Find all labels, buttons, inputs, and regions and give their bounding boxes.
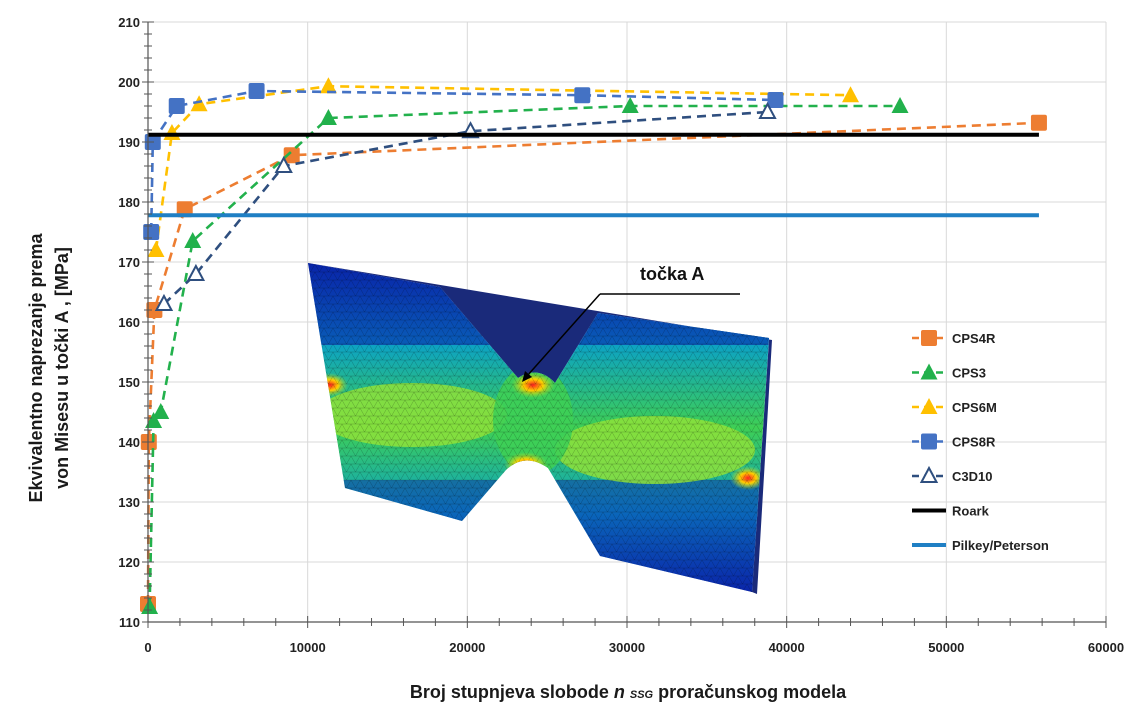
data-point-c3d10: [186, 263, 206, 281]
x-tick-label: 20000: [449, 640, 485, 655]
y-tick-label: 140: [118, 435, 140, 450]
legend-label-roark: Roark: [952, 504, 990, 519]
legend-item-roark: Roark: [912, 504, 990, 519]
data-point-c3d10: [154, 293, 174, 311]
legend-label-cps3: CPS3: [952, 366, 986, 381]
data-point-cps3: [184, 232, 202, 248]
data-point-cps4r: [1030, 114, 1047, 131]
y-tick-label: 130: [118, 495, 140, 510]
legend-item-pilkey-peterson: Pilkey/Peterson: [912, 538, 1049, 553]
x-tick-label: 0: [144, 640, 151, 655]
legend-item-cps4r: CPS4R: [912, 330, 996, 346]
y-tick-label: 160: [118, 315, 140, 330]
data-point-c3d10: [274, 155, 293, 173]
data-point-cps8r: [143, 224, 160, 240]
annotation-tocka-a: točka A: [640, 264, 704, 284]
data-point-cps3: [621, 97, 639, 113]
series-cps3: [141, 97, 909, 614]
x-tick-label: 40000: [769, 640, 805, 655]
data-point-cps8r: [574, 87, 591, 104]
y-tick-label: 150: [118, 375, 140, 390]
data-point-cps8r: [248, 83, 265, 99]
legend: CPS4R CPS3 CPS6M CPS8R C3D10 Roark Pilkey/Pete…: [912, 330, 1049, 553]
x-axis-title-prefix: Broj stupnjeva slobode: [410, 682, 614, 702]
legend-label-c3d10: C3D10: [952, 469, 992, 484]
x-axis-title-italic: n: [614, 682, 625, 702]
series-c3d10: [154, 101, 777, 311]
legend-swatch-marker: [919, 465, 939, 483]
legend-item-cps6m: CPS6M: [912, 398, 997, 415]
axes: 110 120 130 140 150 160 170 180 190 200 210 0 10000 2…: [118, 15, 1124, 655]
y-tick-label: 170: [118, 255, 140, 270]
data-point-cps6m: [319, 77, 337, 94]
data-point-cps6m: [147, 241, 165, 257]
x-tick-label: 60000: [1088, 640, 1124, 655]
y-axis-title-line2: von Misesu u točki A , [MPa]: [52, 247, 72, 489]
data-point-cps8r: [168, 98, 185, 114]
data-point-cps4r: [283, 147, 300, 164]
x-tick-label: 50000: [928, 640, 964, 655]
data-point-cps8r: [767, 92, 784, 108]
legend-swatch-marker: [920, 363, 938, 380]
data-point-cps6m: [842, 86, 860, 103]
y-tick-label: 120: [118, 555, 140, 570]
data-point-cps3: [319, 109, 337, 125]
legend-item-cps3: CPS3: [912, 363, 986, 381]
legend-label-cps6m: CPS6M: [952, 400, 997, 415]
legend-item-c3d10: C3D10: [912, 465, 992, 484]
series-line-cps6m: [154, 84, 851, 251]
data-point-c3d10: [758, 101, 777, 119]
y-tick-label: 210: [118, 15, 140, 30]
x-axis-title-sub: SSG: [630, 689, 654, 701]
data-point-cps3: [152, 403, 170, 419]
y-tick-label: 190: [118, 135, 140, 150]
legend-label-cps4r: CPS4R: [952, 331, 996, 346]
x-tick-label: 10000: [290, 640, 326, 655]
y-tick-label: 110: [119, 615, 140, 630]
legend-swatch-marker: [921, 433, 937, 450]
series-line-cps4r: [146, 121, 1039, 605]
data-point-cps3: [145, 412, 163, 428]
series-layer: [140, 77, 1047, 614]
data-point-cps3: [891, 97, 909, 113]
legend-swatch-marker: [920, 398, 938, 414]
legend-swatch-marker: [921, 330, 937, 346]
x-axis-title: Broj stupnjeva slobode n SSG proračunsko…: [410, 682, 847, 702]
series-line-cps8r: [149, 89, 776, 233]
y-tick-label: 200: [118, 75, 140, 90]
y-axis-title-line1: Ekvivalentno naprezanje prema: [26, 232, 46, 502]
x-axis-title-suffix: proračunskog modela: [658, 682, 847, 702]
fem-specimen-image: [308, 263, 772, 594]
y-tick-label: 180: [118, 195, 140, 210]
legend-item-cps8r: CPS8R: [912, 433, 996, 450]
data-point-cps6m: [190, 95, 208, 112]
legend-label-cps8r: CPS8R: [952, 435, 996, 450]
legend-label-pilkey-peterson: Pilkey/Peterson: [952, 538, 1049, 553]
x-tick-label: 30000: [609, 640, 645, 655]
series-cps8r: [143, 83, 784, 240]
series-cps6m: [147, 77, 860, 257]
